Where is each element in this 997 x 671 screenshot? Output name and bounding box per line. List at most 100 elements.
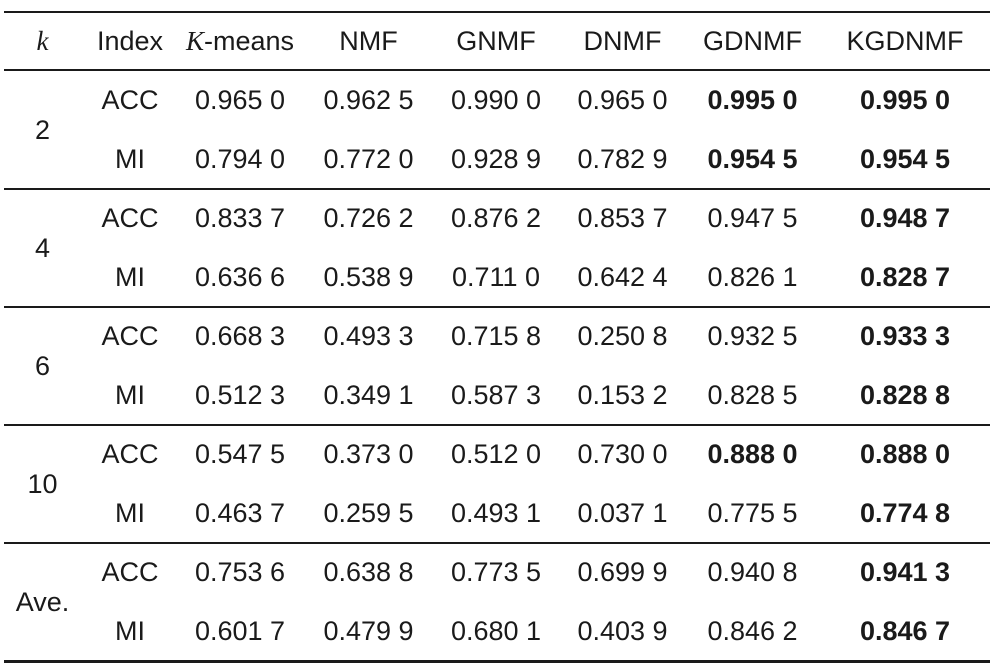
header-text: k [36, 26, 49, 56]
value-cell: 0.995 0 [707, 85, 798, 115]
header-cell: GDNMF [685, 12, 820, 71]
value-cell: 0.990 0 [450, 85, 542, 115]
k-cell: Ave. [15, 587, 70, 617]
value-cell: 0.403 9 [577, 616, 668, 646]
header-text: DNMF [583, 26, 662, 56]
value-cell: 0.730 0 [577, 439, 668, 469]
value-cell: 0.965 0 [194, 85, 286, 115]
index-cell: MI [115, 498, 145, 528]
value-cell: 0.928 9 [450, 144, 542, 174]
value-cell: 0.642 4 [577, 262, 668, 292]
index-cell: ACC [101, 557, 159, 587]
header-text: GDNMF [703, 26, 802, 56]
value-cell: 0.493 1 [450, 498, 542, 528]
value-cell: 0.711 0 [451, 262, 541, 292]
value-cell: 0.782 9 [577, 144, 668, 174]
value-cell: 0.773 5 [450, 557, 542, 587]
value-cell: 0.995 0 [859, 85, 951, 115]
value-cell: 0.479 9 [323, 616, 414, 646]
value-cell: 0.965 0 [577, 85, 668, 115]
rule [4, 306, 990, 308]
header-cell: DNMF [560, 12, 685, 71]
index-cell: MI [115, 262, 145, 292]
k-cell: 6 [34, 351, 51, 381]
header-text: -means [203, 26, 295, 56]
rule [4, 542, 990, 544]
value-cell: 0.587 3 [450, 380, 542, 410]
value-cell: 0.888 0 [707, 439, 798, 469]
index-cell: ACC [101, 85, 159, 115]
value-cell: 0.794 0 [194, 144, 286, 174]
header-cell: k [0, 12, 85, 71]
value-cell: 0.954 5 [707, 144, 798, 174]
index-cell: MI [115, 144, 145, 174]
value-cell: 0.828 8 [859, 380, 951, 410]
value-cell: 0.349 1 [323, 380, 414, 410]
value-cell: 0.775 5 [707, 498, 798, 528]
value-cell: 0.753 6 [194, 557, 286, 587]
value-cell: 0.638 8 [323, 557, 414, 587]
value-cell: 0.699 9 [577, 557, 668, 587]
header-cell: KGDNMF [820, 12, 990, 71]
value-cell: 0.715 8 [450, 321, 542, 351]
index-cell: ACC [101, 321, 159, 351]
rule [4, 424, 990, 426]
index-cell: ACC [101, 439, 159, 469]
header-text: NMF [339, 26, 398, 56]
value-cell: 0.828 7 [859, 262, 951, 292]
k-cell: 10 [27, 469, 58, 499]
value-cell: 0.726 2 [323, 203, 414, 233]
value-cell: 0.853 7 [577, 203, 668, 233]
value-cell: 0.833 7 [194, 203, 286, 233]
value-cell: 0.601 7 [194, 616, 286, 646]
value-cell: 0.932 5 [707, 321, 798, 351]
value-cell: 0.948 7 [859, 203, 951, 233]
k-cell: 2 [34, 115, 51, 145]
header-cell: K-means [175, 12, 305, 71]
header-text: KGDNMF [846, 26, 964, 56]
value-cell: 0.888 0 [859, 439, 951, 469]
value-cell: 0.636 6 [194, 262, 286, 292]
rule [4, 69, 990, 71]
header-cell: Index [85, 12, 175, 71]
value-cell: 0.962 5 [323, 85, 414, 115]
k-cell: 4 [34, 233, 51, 263]
header-text: Index [96, 26, 164, 56]
value-cell: 0.250 8 [577, 321, 668, 351]
value-cell: 0.947 5 [707, 203, 798, 233]
value-cell: 0.846 7 [859, 616, 951, 646]
value-cell: 0.259 5 [323, 498, 414, 528]
value-cell: 0.547 5 [194, 439, 286, 469]
value-cell: 0.774 8 [859, 498, 951, 528]
value-cell: 0.876 2 [450, 203, 542, 233]
value-cell: 0.933 3 [859, 321, 951, 351]
value-cell: 0.037 1 [577, 498, 668, 528]
value-cell: 0.668 3 [194, 321, 286, 351]
value-cell: 0.512 0 [450, 439, 542, 469]
value-cell: 0.680 1 [450, 616, 542, 646]
value-cell: 0.512 3 [194, 380, 286, 410]
value-cell: 0.463 7 [194, 498, 286, 528]
value-cell: 0.941 3 [859, 557, 951, 587]
value-cell: 0.772 0 [323, 144, 414, 174]
value-cell: 0.373 0 [323, 439, 414, 469]
header-cell: GNMF [432, 12, 560, 71]
rule [4, 188, 990, 190]
index-cell: MI [115, 380, 145, 410]
rule [4, 11, 990, 13]
value-cell: 0.846 2 [707, 616, 798, 646]
value-cell: 0.538 9 [323, 262, 414, 292]
value-cell: 0.828 5 [707, 380, 798, 410]
value-cell: 0.940 8 [707, 557, 798, 587]
value-cell: 0.493 3 [323, 321, 414, 351]
value-cell: 0.153 2 [577, 380, 668, 410]
value-cell: 0.826 1 [707, 262, 798, 292]
rule [4, 660, 990, 663]
header-italic: K [185, 26, 204, 56]
header-cell: NMF [305, 12, 432, 71]
value-cell: 0.954 5 [859, 144, 951, 174]
index-cell: ACC [101, 203, 159, 233]
index-cell: MI [115, 616, 145, 646]
header-text: GNMF [456, 26, 536, 56]
